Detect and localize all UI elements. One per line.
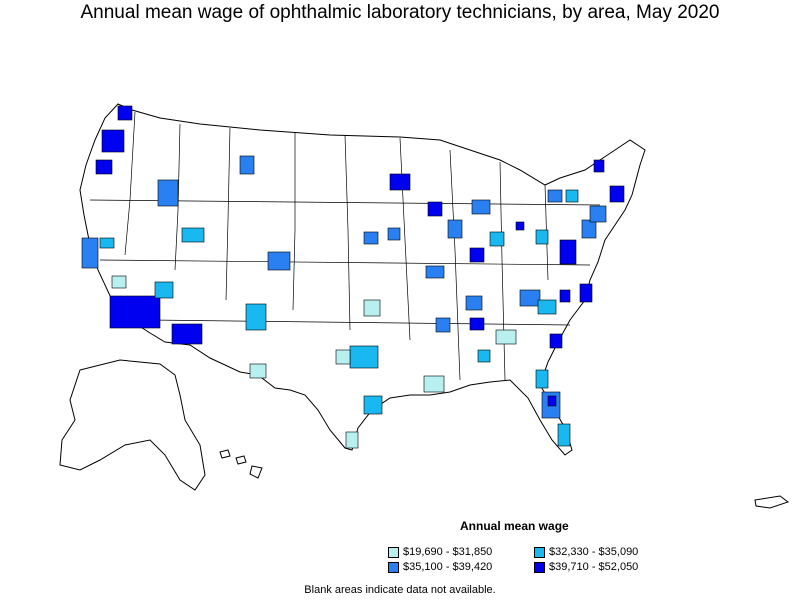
legend-item-1: $19,690 - $31,850 bbox=[388, 546, 492, 558]
legend-title: Annual mean wage bbox=[460, 519, 569, 533]
legend-label-1: $19,690 - $31,850 bbox=[403, 546, 493, 558]
legend-label-3: $35,100 - $39,420 bbox=[403, 561, 493, 573]
footnote: Blank areas indicate data not available. bbox=[304, 584, 496, 596]
legend-item-2: $32,330 - $35,090 bbox=[534, 546, 638, 558]
legend-swatch-2 bbox=[534, 546, 545, 558]
legend-label-2: $32,330 - $35,090 bbox=[549, 546, 639, 558]
legend-item-3: $35,100 - $39,420 bbox=[388, 561, 492, 573]
legend-item-4: $39,710 - $52,050 bbox=[534, 561, 638, 573]
alaska bbox=[59, 359, 206, 491]
hawaii bbox=[219, 449, 263, 479]
legend-swatch-1 bbox=[388, 546, 399, 558]
legend-swatch-3 bbox=[388, 561, 399, 573]
map-title: Annual mean wage of ophthalmic laborator… bbox=[80, 2, 720, 23]
legend-label-4: $39,710 - $52,050 bbox=[549, 561, 639, 573]
legend-swatch-4 bbox=[534, 561, 545, 573]
puerto-rico bbox=[754, 495, 790, 509]
